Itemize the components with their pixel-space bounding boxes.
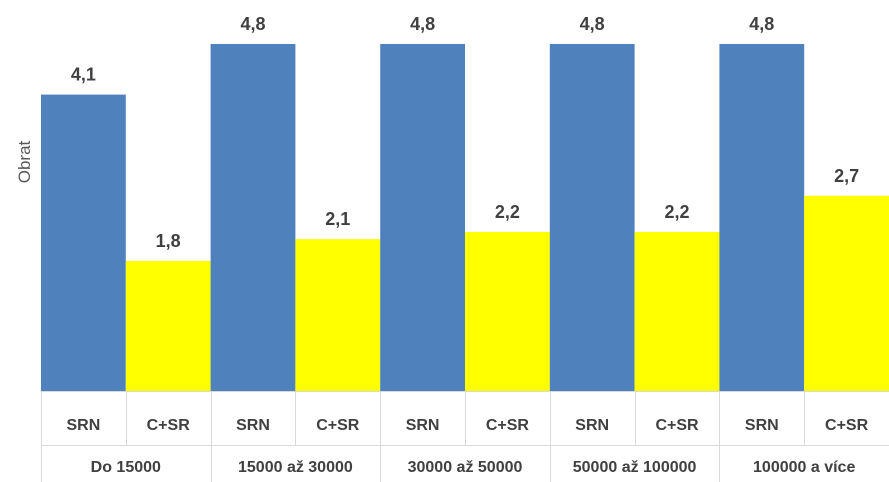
bar-50000-a-100000-c-sr [634, 231, 720, 391]
bar-30000-a-50000-srn [380, 44, 465, 391]
value-labels-layer: 4,1 1,8 4,8 2,1 4,8 2,2 4,8 2,2 4,8 2,7 [71, 14, 859, 251]
bar-100000-a-v-ce-srn [719, 44, 805, 391]
series-tick-label: C+SR [825, 417, 869, 434]
category-axis: SRN C+SR Do 15000 SRN C+SR 15000 až 30000 SRN C… [41, 391, 889, 482]
series-tick-label: C+SR [316, 417, 360, 434]
category-label-100000-a-v-ce: 100000 a více [753, 459, 855, 476]
bar-do-15000-c-sr [125, 260, 211, 391]
value-label-50000-a-100000-srn: 4,8 [580, 14, 605, 34]
series-tick-label: C+SR [655, 417, 699, 434]
value-label-50000-a-100000-c-sr: 2,2 [664, 202, 689, 222]
series-tick-label: SRN [236, 417, 270, 434]
bar-15000-a-30000-c-sr [295, 239, 381, 391]
category-label-30000-a-50000: 30000 až 50000 [408, 459, 523, 476]
bar-30000-a-50000-c-sr [465, 231, 550, 391]
value-label-15000-a-30000-c-sr: 2,1 [325, 209, 350, 229]
category-label-15000-a-30000: 15000 až 30000 [238, 459, 353, 476]
series-tick-label: SRN [575, 417, 609, 434]
value-label-100000-a-v-ce-srn: 4,8 [749, 14, 774, 34]
bar-50000-a-100000-srn [549, 44, 635, 391]
bars-layer [41, 44, 889, 392]
bar-do-15000-srn [41, 94, 126, 392]
series-tick-label: C+SR [147, 417, 191, 434]
bar-15000-a-30000-srn [210, 44, 296, 391]
category-label-do-15000: Do 15000 [91, 459, 161, 476]
value-label-do-15000-srn: 4,1 [71, 65, 96, 85]
bar-100000-a-v-ce-c-sr [804, 195, 889, 391]
y-axis-label: Obrat [15, 140, 34, 183]
series-tick-label: SRN [406, 417, 440, 434]
series-tick-label: SRN [67, 417, 101, 434]
value-label-30000-a-50000-srn: 4,8 [410, 14, 435, 34]
value-label-30000-a-50000-c-sr: 2,2 [495, 202, 520, 222]
series-tick-label: C+SR [486, 417, 530, 434]
value-label-100000-a-v-ce-c-sr: 2,7 [834, 166, 859, 186]
series-tick-label: SRN [745, 417, 779, 434]
value-label-15000-a-30000-srn: 4,8 [240, 14, 265, 34]
value-label-do-15000-c-sr: 1,8 [156, 231, 181, 251]
category-label-50000-a-100000: 50000 až 100000 [573, 459, 697, 476]
